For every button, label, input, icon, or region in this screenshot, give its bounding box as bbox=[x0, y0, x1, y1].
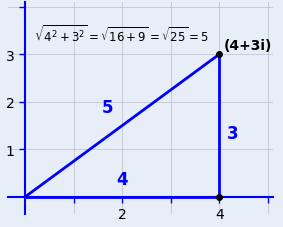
Text: (4+3i): (4+3i) bbox=[223, 39, 272, 52]
Text: 3: 3 bbox=[227, 124, 238, 142]
Text: $\sqrt{4^2+3^2} = \sqrt{16+9} = \sqrt{25} = 5$: $\sqrt{4^2+3^2} = \sqrt{16+9} = \sqrt{25… bbox=[34, 24, 209, 45]
Text: 5: 5 bbox=[102, 98, 113, 116]
Text: 4: 4 bbox=[116, 171, 128, 189]
